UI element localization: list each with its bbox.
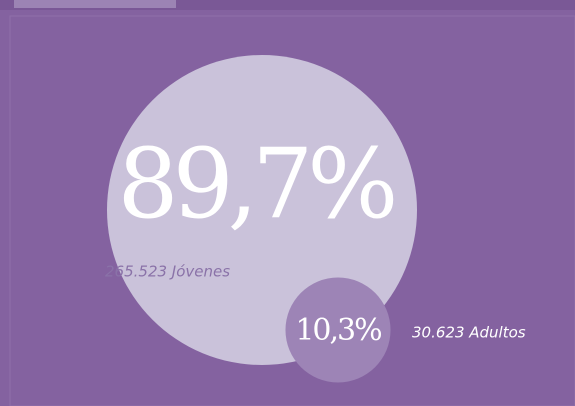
value-label: 89,7% [118, 128, 394, 240]
bubble [285, 277, 391, 383]
value-label: 10,3% [295, 313, 381, 348]
top-strip [0, 0, 575, 10]
caption: 265.523 Jóvenes [105, 263, 230, 281]
frame [9, 15, 575, 406]
caption: 30.623 Adultos [412, 324, 526, 342]
tab [14, 0, 176, 8]
